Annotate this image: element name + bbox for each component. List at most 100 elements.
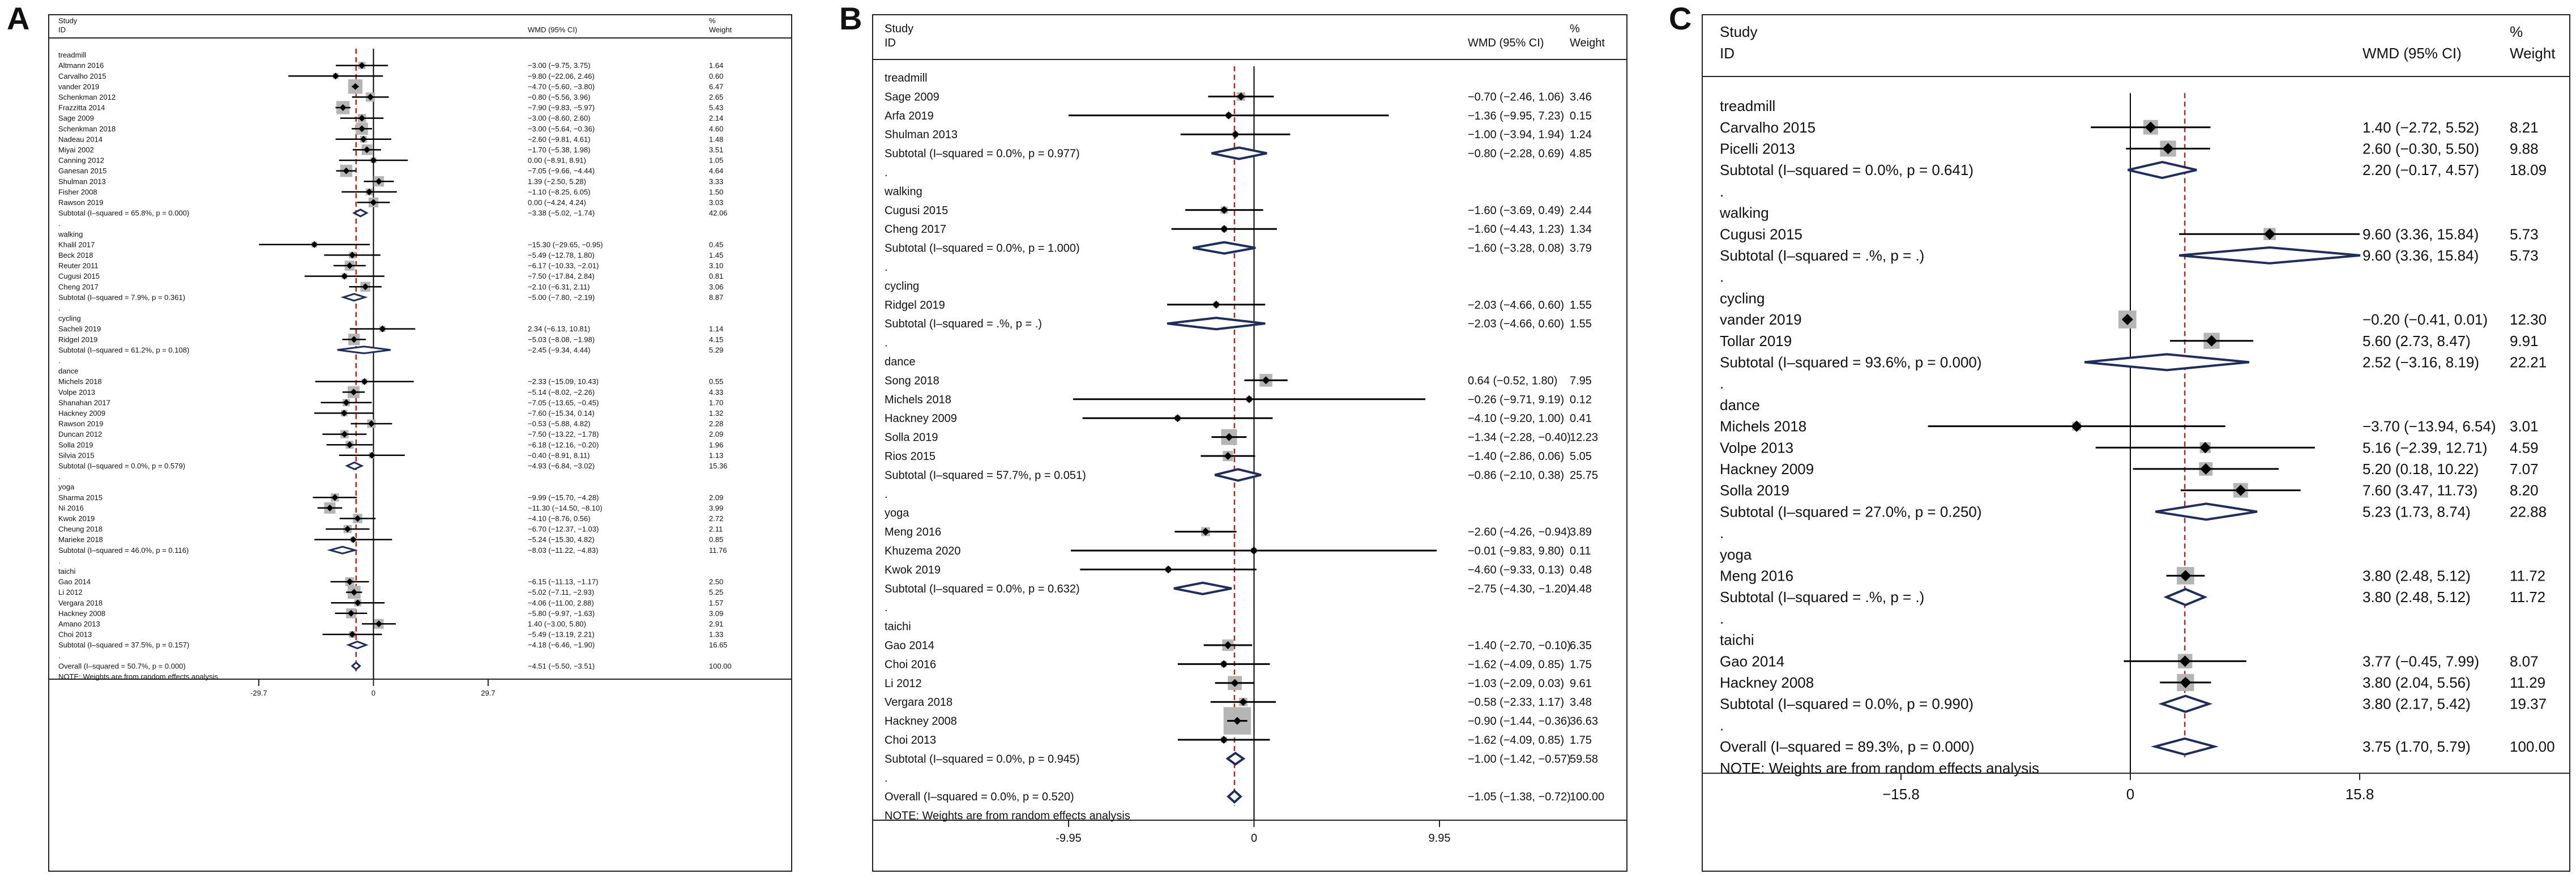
ci-value: −6.15 (−11.13, −1.17) [528, 578, 598, 586]
point-estimate-marker [368, 420, 375, 427]
ci-value: −0.53 (−5.88, 4.82) [528, 420, 591, 428]
subtotal-diamond [2084, 353, 2250, 372]
subtotal-diamond [340, 293, 368, 302]
subgroup-label: walking [884, 185, 922, 198]
subtotal-label: Subtotal (I–squared = 93.6%, p = 0.000) [1720, 354, 1982, 371]
point-estimate-marker [366, 188, 373, 195]
ci-value: 2.20 (−0.17, 4.57) [2363, 161, 2479, 178]
weight-value: 3.48 [1570, 696, 1592, 709]
study-label: Hackney 2008 [885, 715, 957, 728]
point-estimate-marker [358, 114, 366, 122]
subtotal-diamond [346, 640, 369, 650]
weight-value: 42.06 [709, 209, 728, 218]
study-label: Carvalho 2015 [58, 72, 106, 80]
point-estimate-marker [349, 631, 356, 638]
weight-value: 12.23 [1570, 432, 1598, 444]
header-id: ID [1720, 45, 1735, 62]
weight-value: 7.95 [1570, 374, 1592, 387]
point-estimate-marker [1231, 679, 1239, 687]
ci-value: 3.77 (−0.45, 7.99) [2363, 653, 2479, 670]
footnote: NOTE: Weights are from random effects an… [1720, 760, 2039, 777]
ci-value: −6.17 (−10.33, −2.01) [528, 262, 599, 270]
ci-value: −2.03 (−4.66, 0.60) [1468, 318, 1564, 330]
subgroup-label: treadmill [885, 72, 928, 84]
weight-value: 9.88 [2510, 140, 2539, 157]
study-label: Hackney 2008 [1720, 674, 1814, 691]
ci-value: −7.90 (−9.83, −5.97) [528, 104, 595, 112]
forest-frame: Study ID WMD (95% CI)% Weight treadmill Sage … [872, 14, 1627, 872]
point-estimate-marker [379, 325, 386, 332]
ci-value: −0.58 (−2.33, 1.17) [1468, 696, 1564, 709]
subgroup-label: dance [58, 367, 78, 376]
separator-dot: . [58, 219, 61, 228]
weight-value: 0.60 [709, 72, 723, 80]
study-label: Rawson 2019 [58, 198, 104, 207]
header-study: Study [58, 16, 78, 25]
study-label: Michels 2018 [885, 394, 951, 406]
point-estimate-marker [1173, 414, 1182, 423]
ci-value: 3.75 (1.70, 5.79) [2363, 738, 2471, 755]
ci-value: −1.00 (−3.94, 1.94) [1468, 129, 1564, 141]
ci-value: 0.00 (−4.24, 4.24) [528, 198, 586, 207]
study-label: Shanahan 2017 [58, 398, 110, 407]
weight-value: 0.48 [1570, 564, 1592, 576]
weight-value: 2.44 [1570, 204, 1592, 217]
separator-dot: . [1720, 268, 1724, 285]
separator-dot: . [58, 472, 61, 481]
weight-value: 1.57 [709, 599, 723, 607]
point-estimate-marker [1250, 547, 1258, 555]
ci-value: −2.60 (−4.26, −0.94) [1468, 526, 1571, 539]
point-estimate-marker [354, 515, 361, 522]
study-label: Sacheli 2019 [58, 325, 101, 333]
ci-value: −6.70 (−12.37, −1.03) [528, 525, 599, 534]
ci-value: −7.50 (−13.22, −1.78) [528, 430, 599, 438]
study-label: Kwok 2019 [885, 564, 941, 576]
study-label: Ridgel 2019 [58, 335, 97, 344]
ci-value: −3.70 (−13.94, 6.54) [2363, 418, 2496, 435]
study-label: Fisher 2008 [58, 187, 97, 196]
study-label: Cugusi 2015 [885, 204, 948, 217]
ci-value: −5.80 (−9.97, −1.63) [528, 609, 595, 617]
point-estimate-marker [343, 167, 350, 174]
ci-value: −4.51 (−5.50, −3.51) [528, 662, 595, 670]
ci-value: 2.34 (−6.13, 10.81) [528, 325, 590, 333]
point-estimate-marker [1220, 660, 1228, 668]
subtotal-diamond [1225, 751, 1246, 766]
subgroup-label: cycling [885, 280, 919, 292]
weight-value: 1.14 [709, 325, 723, 333]
study-label: Cheng 2017 [58, 283, 99, 291]
weight-value: 0.12 [1570, 394, 1592, 406]
weight-value: 2.91 [709, 620, 723, 628]
ci-value: −4.18 (−6.46, −1.90) [528, 641, 595, 649]
ci-value: −15.30 (−29.65, −0.95) [528, 240, 603, 249]
subtotal-diamond [1193, 241, 1256, 255]
subtotal-label: Subtotal (I–squared = .%, p = .) [885, 318, 1042, 330]
subtotal-label: Subtotal (I–squared = 65.8%, p = 0.000) [58, 209, 189, 218]
weight-value: 3.03 [709, 198, 723, 207]
subgroup-label: walking [1719, 204, 1769, 221]
ci-value: 2.60 (−0.30, 5.50) [2363, 140, 2479, 157]
study-label: Solla 2019 [885, 432, 938, 444]
point-estimate-marker [2200, 463, 2212, 475]
header-percent: % [2510, 23, 2523, 40]
weight-value: 1.70 [709, 398, 723, 407]
ci-value: 5.60 (2.73, 8.47) [2363, 332, 2471, 349]
study-label: Volpe 2013 [58, 388, 95, 397]
ci-value: −9.80 (−22.06, 2.46) [528, 72, 595, 80]
subgroup-label: dance [885, 356, 916, 368]
weight-value: 1.13 [709, 451, 723, 459]
forest-panel-b: B Study ID WMD (95% CI)% Weight treadmill Sag… [832, 0, 1654, 891]
ci-value: −2.75 (−4.30, −1.20) [1468, 583, 1571, 595]
ci-value: −1.10 (−8.25, 6.05) [528, 187, 591, 196]
point-estimate-marker [340, 410, 348, 417]
subtotal-diamond [1214, 468, 1262, 482]
ci-value: −3.00 (−5.64, −0.36) [528, 125, 595, 133]
point-estimate-marker [368, 451, 375, 459]
header-id: ID [58, 25, 66, 34]
ci-value: 5.20 (0.18, 10.22) [2363, 461, 2479, 478]
point-estimate-marker [1237, 92, 1245, 101]
weight-value: 3.06 [709, 283, 723, 291]
overall-label: Overall (I–squared = 0.0%, p = 0.520) [885, 791, 1074, 803]
ci-value: 3.80 (2.48, 5.12) [2363, 568, 2471, 585]
separator-dot: . [1720, 717, 1724, 734]
